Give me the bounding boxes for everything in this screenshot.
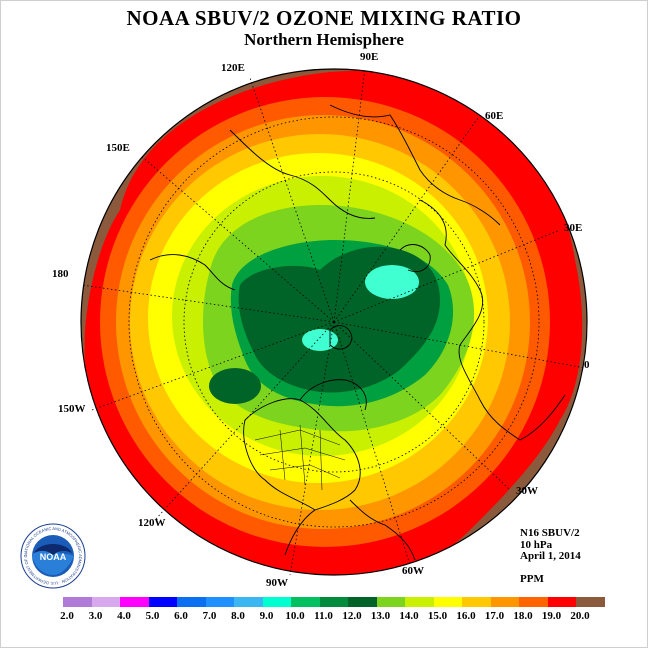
lon-label-150w: 150W	[58, 403, 86, 415]
colorbar-tick-label: 18.0	[513, 610, 533, 622]
colorbar-tick-label: 20.0	[570, 610, 590, 622]
lon-label-30e: 30E	[564, 222, 583, 234]
colorbar-swatch	[262, 597, 291, 607]
colorbar-swatch	[576, 597, 605, 607]
colorbar-swatch	[490, 597, 519, 607]
country-borders	[254, 424, 346, 491]
colorbar-swatch	[348, 597, 377, 607]
colorbar-swatch	[234, 597, 263, 607]
colorbar-tick-label: 16.0	[456, 610, 476, 622]
logo-text: NOAA	[40, 552, 67, 562]
colorbar-tick-label: 12.0	[342, 610, 362, 622]
colorbar-tick-label: 17.0	[484, 610, 505, 622]
colorbar-tick-label: 6.0	[174, 610, 188, 622]
colorbar-tick-label: 15.0	[427, 610, 448, 622]
colorbar-tick-label: 4.0	[117, 610, 131, 622]
colorbar-tick-label: 9.0	[259, 610, 274, 622]
colorbar-swatch	[291, 597, 320, 607]
colorbar-swatch	[91, 597, 120, 607]
lon-label-90w: 90W	[266, 577, 288, 589]
pressure-level-label: 10 hPa	[520, 539, 553, 551]
colorbar-swatch	[148, 597, 177, 607]
colorbar-swatch	[519, 597, 548, 607]
colorbar-swatch	[177, 597, 206, 607]
map-subtitle: Northern Hemisphere	[244, 30, 404, 49]
lon-label-60w: 60W	[402, 565, 424, 577]
colorbar-tick-label: 11.0	[314, 610, 333, 622]
colorbar-tick-label: 14.0	[399, 610, 419, 622]
colorbar-tick-label: 2.0	[60, 610, 74, 622]
graticule	[81, 67, 586, 576]
instrument-label: N16 SBUV/2	[520, 527, 580, 539]
lon-label-120w: 120W	[138, 517, 166, 529]
lon-label-120e: 120E	[221, 62, 245, 74]
colorbar-tick-label: 19.0	[541, 610, 562, 622]
lon-label-0: 0	[584, 359, 590, 371]
units-label: PPM	[520, 573, 544, 585]
lon-label-180: 180	[52, 268, 69, 280]
noaa-logo: NOAA NATIONAL OCEANIC AND ATMOSPHERIC AD…	[20, 523, 86, 589]
colorbar-swatch	[120, 597, 149, 607]
lon-label-60e: 60E	[485, 110, 504, 122]
colorbar-swatch	[405, 597, 434, 607]
colorbar-tick-label: 13.0	[370, 610, 391, 622]
colorbar-swatch	[63, 597, 92, 607]
colorbar-swatch	[433, 597, 462, 607]
colorbar-swatch	[547, 597, 576, 607]
colorbar-swatch	[319, 597, 348, 607]
colorbar-swatch	[462, 597, 491, 607]
date-label: April 1, 2014	[520, 550, 581, 562]
colorbar-tick-label: 5.0	[145, 610, 160, 622]
map-border	[80, 68, 588, 576]
colorbar-tick-label: 10.0	[285, 610, 305, 622]
band-cyan-max2	[302, 329, 338, 351]
band-dark-green-lobe	[209, 368, 261, 404]
lon-label-90e: 90E	[360, 51, 379, 63]
colorbar-swatch	[205, 597, 234, 607]
lon-label-30w: 30W	[516, 485, 538, 497]
map-title: NOAA SBUV/2 OZONE MIXING RATIO	[126, 6, 522, 30]
colorbar-tick-label: 8.0	[231, 610, 245, 622]
colorbar-swatch	[376, 597, 405, 607]
colorbar-tick-label: 3.0	[88, 610, 103, 622]
colorbar	[63, 597, 605, 607]
lon-label-150e: 150E	[106, 142, 130, 154]
band-cyan-max1	[365, 265, 419, 299]
colorbar-tick-label: 7.0	[202, 610, 217, 622]
